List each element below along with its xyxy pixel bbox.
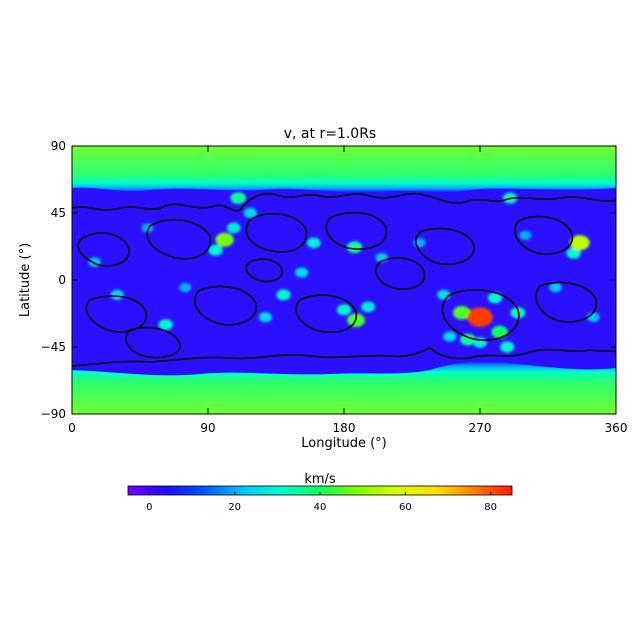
north-polar-fast-wind-band bbox=[72, 146, 616, 193]
colorbar-tick-label: 60 bbox=[399, 502, 412, 513]
y-axis-label: Latitude (°) bbox=[18, 243, 33, 317]
speed-spot bbox=[453, 306, 471, 320]
heatmap-plot-area bbox=[72, 146, 616, 414]
speed-spot bbox=[276, 289, 291, 301]
speed-spot bbox=[500, 341, 515, 353]
speed-spot bbox=[226, 222, 241, 234]
speed-spot bbox=[336, 304, 352, 316]
y-tick-label: 0 bbox=[58, 273, 66, 287]
contour-loop bbox=[535, 281, 598, 323]
contour-loop bbox=[245, 258, 283, 283]
speed-spot bbox=[346, 241, 363, 254]
speed-spot bbox=[487, 292, 503, 304]
speed-spot bbox=[230, 192, 246, 205]
contour-loop bbox=[514, 215, 574, 255]
x-axis-ticks: 0 90 180 270 360 bbox=[68, 146, 627, 435]
speed-spot bbox=[460, 333, 476, 346]
speed-spot bbox=[295, 267, 309, 278]
colorbar-tick-label: 0 bbox=[146, 502, 152, 513]
polarity-contour-lines bbox=[72, 192, 616, 367]
colorbar-tick-label: 40 bbox=[314, 502, 327, 513]
contour-loop bbox=[295, 294, 358, 334]
contour-loop bbox=[245, 212, 308, 253]
speed-spot bbox=[243, 207, 257, 219]
chart-title: v, at r=1.0Rs bbox=[284, 126, 376, 142]
colorbar-tick-label: 20 bbox=[228, 502, 241, 513]
contour-loop bbox=[415, 227, 475, 266]
speed-spot bbox=[179, 282, 192, 293]
y-tick-label: −45 bbox=[41, 340, 66, 354]
speed-spot bbox=[443, 331, 457, 342]
speed-spot bbox=[208, 244, 223, 256]
speed-spot bbox=[519, 230, 532, 240]
contour-loop bbox=[146, 218, 212, 260]
speed-spot bbox=[549, 282, 562, 293]
speed-spots-layer bbox=[88, 192, 600, 353]
speed-spot bbox=[566, 247, 581, 259]
speed-spot bbox=[437, 289, 451, 300]
speed-spot bbox=[569, 235, 590, 251]
contour-loop bbox=[125, 326, 181, 359]
x-tick-label: 90 bbox=[200, 421, 215, 435]
northern-boundary-contour bbox=[72, 192, 616, 212]
y-tick-label: −90 bbox=[41, 407, 66, 421]
speed-spot bbox=[306, 237, 321, 249]
colorbar-tick-label: 80 bbox=[484, 502, 497, 513]
x-tick-label: 360 bbox=[605, 421, 628, 435]
south-polar-fast-wind-band bbox=[72, 361, 616, 414]
x-tick-label: 0 bbox=[68, 421, 76, 435]
speed-spot bbox=[467, 307, 493, 328]
contour-loop bbox=[441, 289, 520, 342]
speed-spot bbox=[158, 319, 173, 331]
southern-boundary-contour bbox=[72, 347, 616, 367]
x-tick-label: 270 bbox=[469, 421, 492, 435]
x-axis-label: Longitude (°) bbox=[301, 436, 386, 451]
x-tick-label: 180 bbox=[333, 421, 356, 435]
y-axis-ticks: 90 45 0 −45 −90 bbox=[41, 139, 616, 421]
speed-spot bbox=[258, 312, 273, 323]
contour-loop bbox=[325, 211, 388, 250]
colorbar-label: km/s bbox=[304, 472, 336, 487]
contour-loop bbox=[194, 285, 258, 326]
contour-loop bbox=[77, 232, 130, 267]
y-tick-label: 45 bbox=[51, 206, 66, 220]
speed-spot bbox=[491, 325, 508, 339]
contour-loop bbox=[375, 257, 426, 290]
speed-spot bbox=[361, 301, 376, 313]
y-tick-label: 90 bbox=[51, 139, 66, 153]
speed-spot bbox=[215, 232, 234, 247]
speed-spot bbox=[110, 289, 124, 300]
colorbar-ticks: 0 20 40 60 80 bbox=[146, 492, 497, 513]
